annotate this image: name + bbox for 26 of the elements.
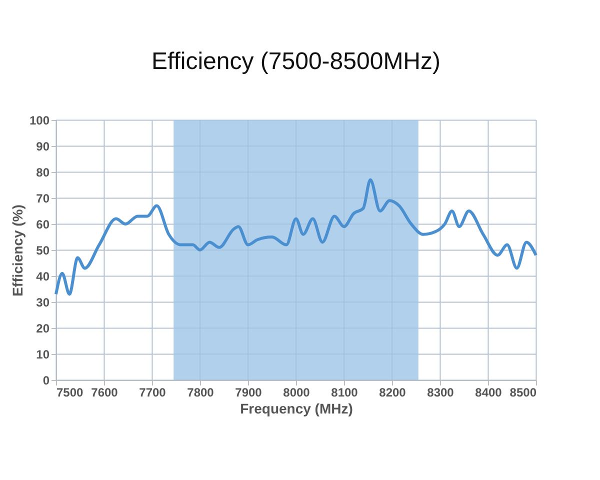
x-tick-label: 8000	[283, 386, 310, 400]
chart-title: Efficiency (7500-8500MHz)	[151, 48, 441, 75]
y-tick-label: 10	[36, 348, 50, 362]
x-axis-title: Frequency (MHz)	[240, 400, 353, 416]
y-tick-label: 30	[36, 296, 50, 310]
y-tick-label: 90	[36, 140, 50, 154]
y-tick-label: 0	[42, 374, 50, 388]
y-tick-label: 40	[36, 270, 50, 284]
x-tick-label: 7700	[139, 386, 166, 400]
x-tick-label: 8500	[510, 386, 537, 400]
line-series	[54, 178, 538, 296]
x-tick-label: 7500	[56, 386, 84, 400]
x-tick-label: 8100	[331, 386, 358, 400]
y-tick-label: 20	[36, 322, 50, 336]
y-axis-title: Efficiency (%)	[9, 204, 26, 296]
x-tick-label: 7800	[187, 386, 214, 400]
y-tick-label: 60	[36, 218, 50, 232]
x-tick-label: 7900	[235, 386, 262, 400]
x-tick-label: 8400	[475, 386, 502, 400]
y-tick-label: 70	[36, 192, 50, 206]
x-tick-label: 8300	[427, 386, 454, 400]
y-tick-label: 80	[36, 166, 50, 180]
y-tick-label: 100	[29, 114, 50, 128]
x-tick-label: 8200	[379, 386, 406, 400]
x-tick-label: 7600	[91, 386, 118, 400]
y-tick-label: 50	[36, 244, 50, 258]
